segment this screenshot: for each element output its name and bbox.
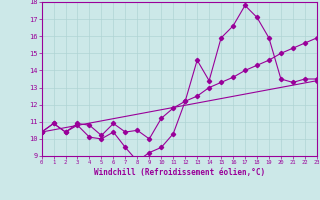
X-axis label: Windchill (Refroidissement éolien,°C): Windchill (Refroidissement éolien,°C) — [94, 168, 265, 177]
